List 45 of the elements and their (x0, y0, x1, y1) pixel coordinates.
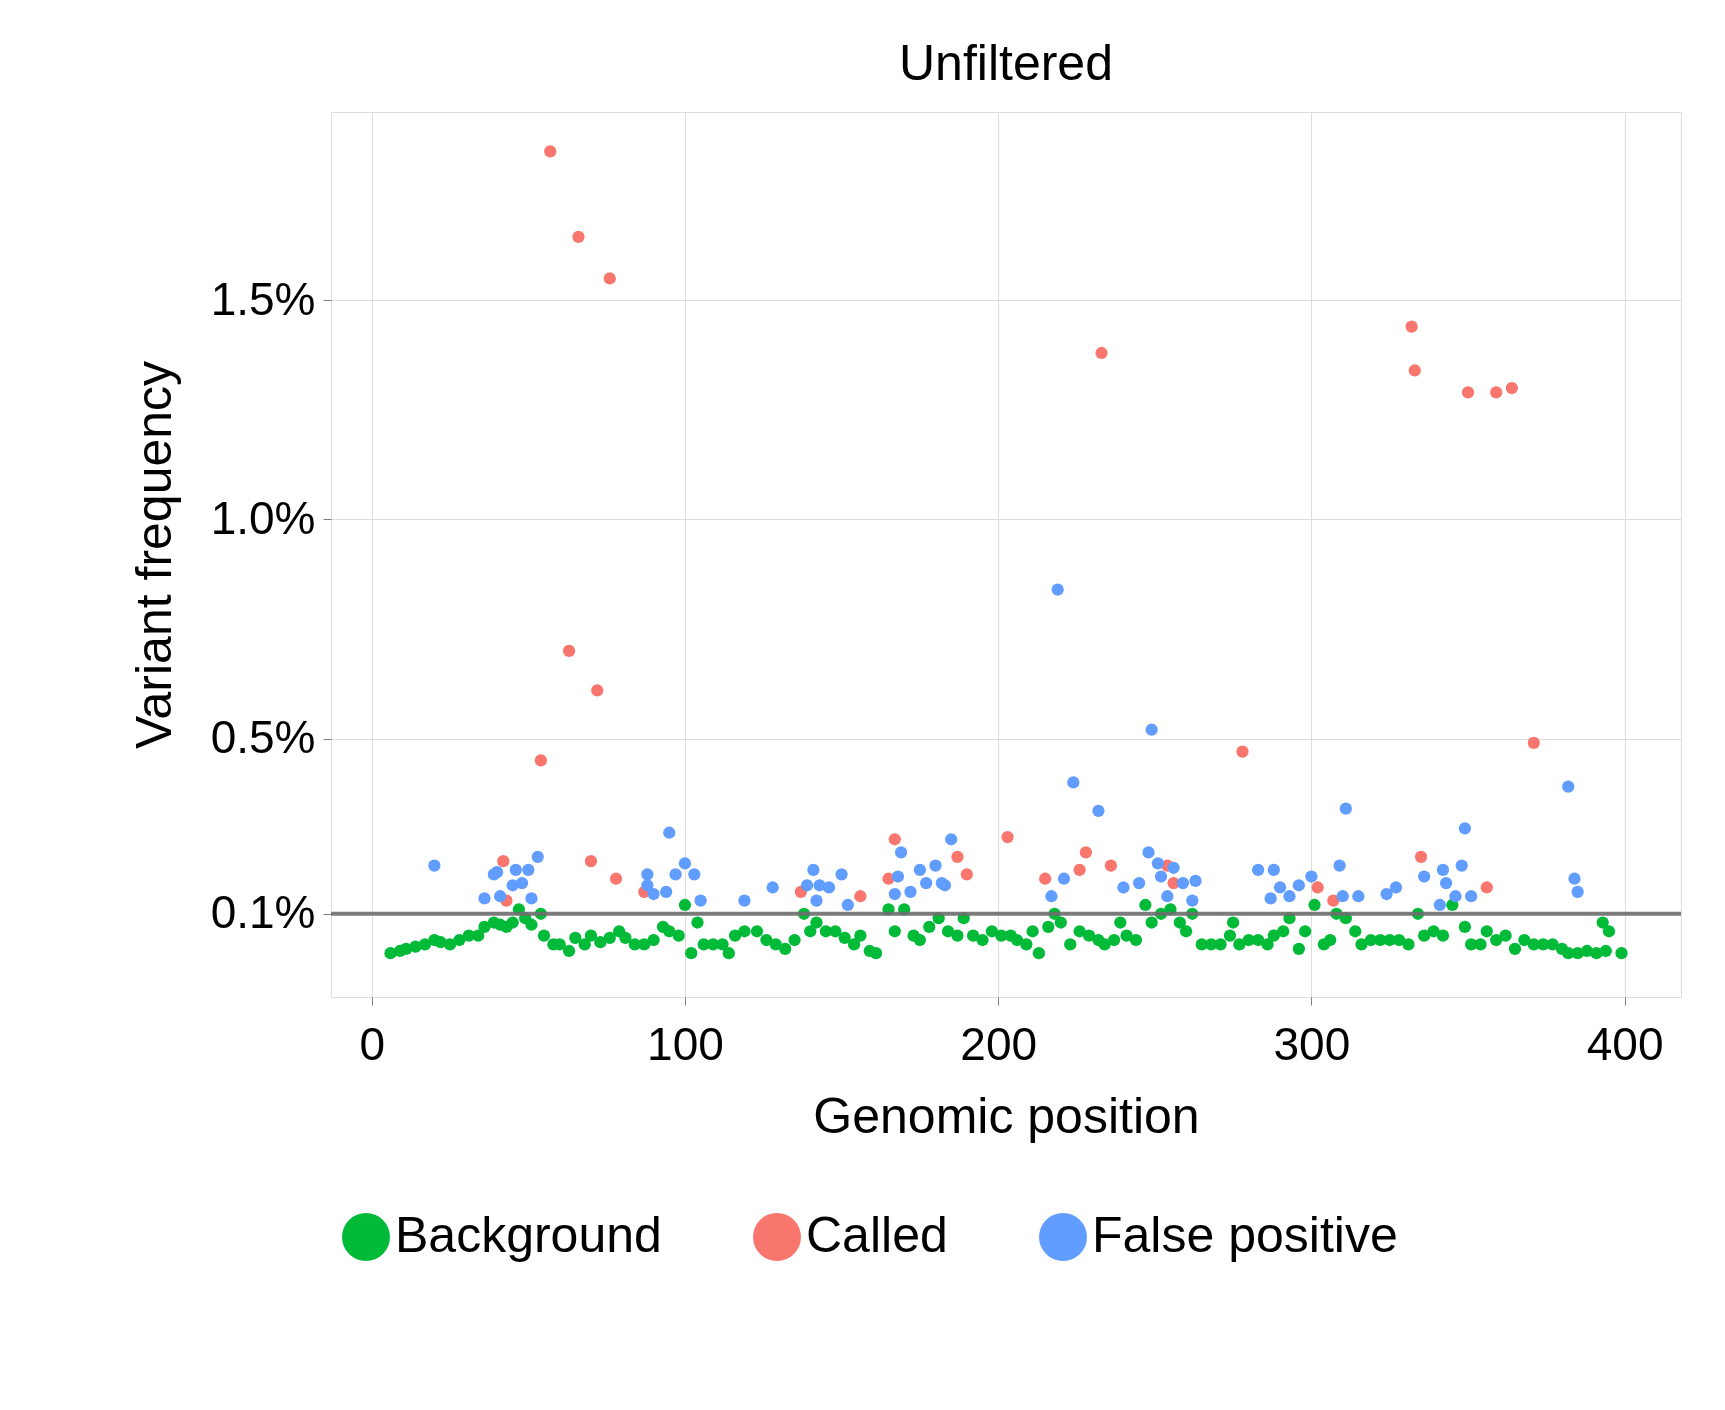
point (591, 684, 604, 697)
point (888, 833, 901, 846)
legend-label: Called (806, 1207, 948, 1263)
legend-label: False positive (1092, 1207, 1398, 1263)
y-axis-title: Variant frequency (125, 360, 182, 750)
chart-title: Unfiltered (899, 35, 1113, 91)
point (1527, 736, 1540, 749)
point (1001, 830, 1014, 844)
y-tick-label: 1.0% (210, 491, 316, 544)
point (1327, 894, 1340, 907)
point (960, 868, 973, 881)
point (1104, 859, 1118, 872)
point (609, 872, 623, 885)
point (1039, 872, 1052, 885)
point (572, 230, 585, 243)
point (534, 754, 547, 767)
legend-label: Background (395, 1207, 662, 1263)
point (1490, 386, 1503, 399)
y-tick-label: 0.1% (210, 886, 316, 939)
point (854, 890, 867, 903)
point (1461, 386, 1475, 399)
x-tick-label: 0 (359, 1017, 386, 1070)
x-axis-title: Genomic position (813, 1087, 1200, 1144)
x-tick-label: 200 (960, 1017, 1038, 1070)
point (1408, 364, 1421, 377)
point (1079, 846, 1092, 859)
x-tick-label: 100 (647, 1017, 724, 1070)
point (1236, 745, 1249, 758)
y-tick-label: 0.5% (210, 711, 316, 764)
point (1095, 346, 1108, 360)
point (603, 272, 616, 285)
x-tick-label: 400 (1586, 1017, 1664, 1070)
point (951, 850, 964, 863)
point (1414, 850, 1428, 863)
point (544, 145, 557, 158)
x-tick-label: 300 (1273, 1017, 1351, 1070)
point (584, 855, 598, 868)
point (1480, 881, 1493, 894)
point (1405, 320, 1418, 333)
point (497, 855, 510, 868)
y-tick-label: 1.5% (210, 272, 316, 325)
point (1505, 381, 1518, 395)
point (562, 644, 576, 657)
point (1073, 863, 1086, 877)
point (1311, 881, 1324, 894)
